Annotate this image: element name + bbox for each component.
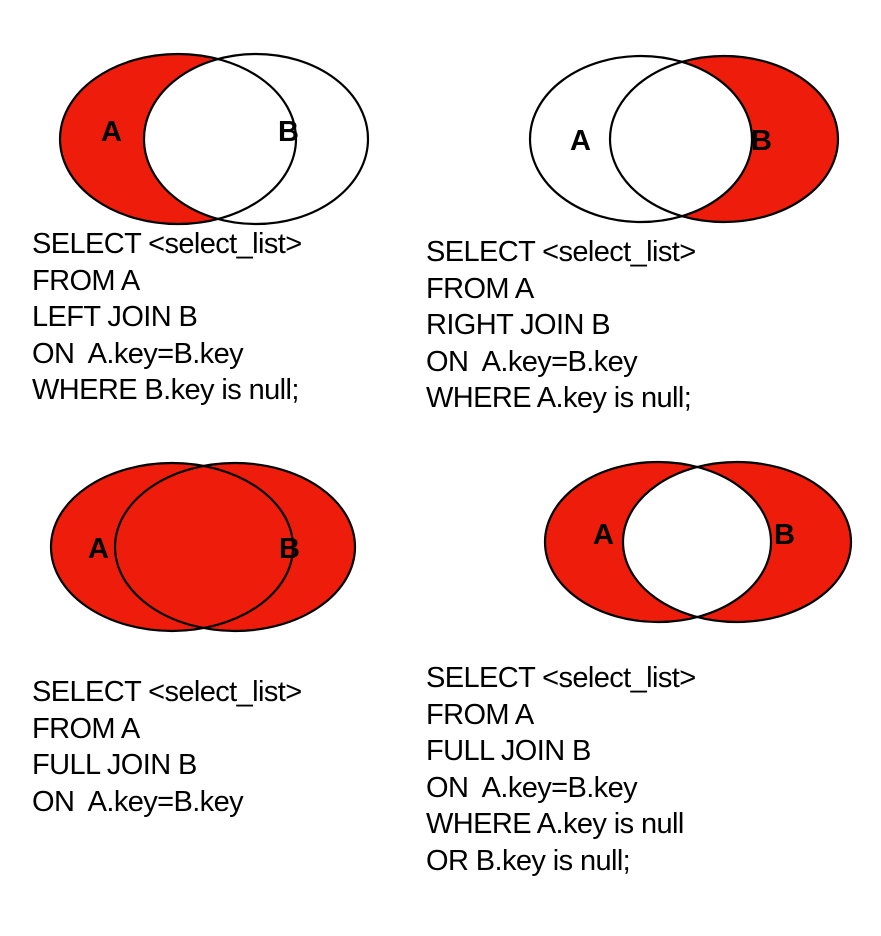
venn-panel-right-excluding: A B SELECT <select_list> FROM A RIGHT JOIN… xyxy=(415,0,881,450)
circle-a-outline xyxy=(58,52,298,226)
sql-line: SELECT <select_list> xyxy=(426,236,696,268)
sql-line: FROM A xyxy=(426,272,534,305)
sql-line: SELECT <select_list> xyxy=(426,662,696,694)
sql-query: SELECT <select_list> FROM A FULL JOIN B ON … xyxy=(32,674,302,820)
sql-line: FROM A xyxy=(32,264,140,297)
sql-line: RIGHT JOIN B xyxy=(426,309,611,341)
venn-panel-full-excluding: A B SELECT <select_list> FROM A FULL JOIN … xyxy=(415,450,881,936)
label-a: A xyxy=(593,519,614,551)
circle-b-outline xyxy=(621,460,853,624)
sql-line: SELECT <select_list> xyxy=(32,228,302,260)
sql-line: FROM A xyxy=(426,698,534,731)
sql-line: WHERE B.key is null; xyxy=(32,374,299,406)
circle-a-outline xyxy=(543,460,773,624)
label-b: B xyxy=(751,125,772,157)
label-a: A xyxy=(101,116,122,148)
venn-diagram-right-excluding: A B xyxy=(528,54,840,224)
sql-query: SELECT <select_list> FROM A LEFT JOIN B ON … xyxy=(32,226,302,409)
sql-line: FULL JOIN B xyxy=(426,735,591,767)
circle-b-outline xyxy=(113,461,357,633)
intersection-fill xyxy=(610,56,752,222)
sql-line: FULL JOIN B xyxy=(32,749,197,781)
venn-panel-left-excluding: A B SELECT <select_list> FROM A LEFT JOIN … xyxy=(0,0,415,450)
sql-query: SELECT <select_list> FROM A RIGHT JOIN B ON… xyxy=(426,234,696,417)
intersection-fill xyxy=(144,54,296,224)
sql-line: ON A.key=B.key xyxy=(426,345,638,378)
sql-line: WHERE A.key is null; xyxy=(426,382,692,414)
sql-line: LEFT JOIN B xyxy=(32,301,198,333)
circle-b-outline xyxy=(142,52,370,226)
sql-line: WHERE A.key is null xyxy=(426,808,684,840)
label-b: B xyxy=(279,533,300,565)
intersection-fill xyxy=(115,463,293,631)
sql-line: SELECT <select_list> xyxy=(32,676,302,708)
venn-diagram-full-join: A B xyxy=(49,461,357,633)
label-b: B xyxy=(774,519,795,551)
intersection-fill xyxy=(623,462,771,622)
label-a: A xyxy=(570,125,591,157)
sql-line: ON A.key=B.key xyxy=(32,337,244,370)
label-b: B xyxy=(278,116,299,148)
circle-a-outline xyxy=(49,461,295,633)
circle-b-outline xyxy=(608,54,840,224)
venn-diagram-full-excluding: A B xyxy=(543,460,853,624)
sql-query: SELECT <select_list> FROM A FULL JOIN B ON … xyxy=(426,660,696,879)
venn-panel-full-join: A B SELECT <select_list> FROM A FULL JOIN … xyxy=(0,450,415,936)
sql-line: OR B.key is null; xyxy=(426,844,631,877)
sql-line: FROM A xyxy=(32,712,140,745)
circle-a-outline xyxy=(528,54,754,224)
sql-line: ON A.key=B.key xyxy=(426,771,638,804)
label-a: A xyxy=(88,533,109,565)
venn-diagram-left-excluding: A B xyxy=(58,52,370,226)
sql-line: ON A.key=B.key xyxy=(32,785,244,818)
